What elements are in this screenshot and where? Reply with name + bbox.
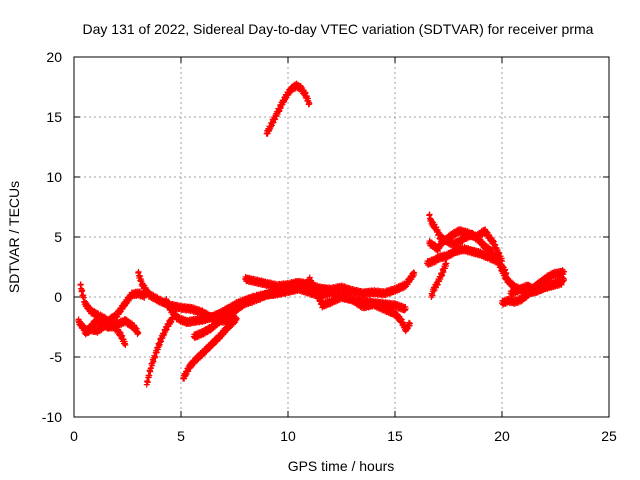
y-tick-label: 0 xyxy=(54,289,62,305)
data-point xyxy=(558,279,565,286)
data-point xyxy=(233,315,240,322)
x-tick-label: 25 xyxy=(601,428,617,444)
data-point xyxy=(411,270,418,276)
y-axis-label: SDTVAR / TECUs xyxy=(6,181,22,293)
x-tick-label: 20 xyxy=(494,428,510,444)
y-tick-label: 10 xyxy=(46,169,62,185)
x-axis-label: GPS time / hours xyxy=(288,458,395,474)
data-point xyxy=(561,268,568,275)
x-tick-label: 0 xyxy=(70,428,78,444)
series-arc-10 xyxy=(263,80,313,137)
x-tick-label: 15 xyxy=(387,428,403,444)
data-point xyxy=(443,260,450,267)
series-arc-5 xyxy=(143,314,176,388)
y-tick-label: -10 xyxy=(42,409,62,425)
data-point xyxy=(406,320,413,327)
data-point xyxy=(402,306,409,312)
series-arc-17 xyxy=(507,278,565,298)
series-arc-3 xyxy=(81,319,129,348)
series-arc-15 xyxy=(428,260,450,300)
chart-title: Day 131 of 2022, Sidereal Day-to-day VTE… xyxy=(83,21,594,37)
y-tick-label: 20 xyxy=(46,49,62,65)
data-point xyxy=(135,330,142,336)
data-points xyxy=(75,80,568,388)
axis-ticks: 0 5 10 15 20 25 -10 -5 0 5 10 15 20 xyxy=(42,49,617,444)
series-arc-11 xyxy=(306,274,413,335)
data-point xyxy=(306,100,313,107)
series-arc-7 xyxy=(180,314,240,382)
x-tick-label: 10 xyxy=(280,428,296,444)
x-tick-label: 5 xyxy=(177,428,185,444)
y-tick-label: 15 xyxy=(46,109,62,125)
data-point xyxy=(561,276,568,282)
y-tick-label: 5 xyxy=(54,229,62,245)
data-point xyxy=(122,342,129,348)
series-arc-2 xyxy=(77,281,148,326)
y-tick-label: -5 xyxy=(50,349,63,365)
